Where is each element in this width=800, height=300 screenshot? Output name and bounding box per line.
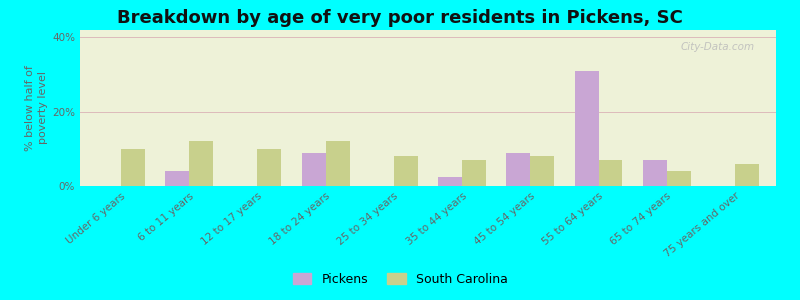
Bar — [506, 153, 530, 186]
Text: City-Data.com: City-Data.com — [681, 43, 755, 52]
Bar — [326, 141, 350, 186]
Bar — [643, 160, 667, 186]
Bar — [394, 156, 418, 186]
Text: Breakdown by age of very poor residents in Pickens, SC: Breakdown by age of very poor residents … — [117, 9, 683, 27]
Bar — [530, 156, 554, 186]
Bar — [735, 164, 759, 186]
Legend: Pickens, South Carolina: Pickens, South Carolina — [288, 268, 512, 291]
Bar — [438, 177, 462, 186]
Bar — [189, 141, 213, 186]
Bar — [302, 153, 326, 186]
Bar — [598, 160, 622, 186]
Bar — [121, 149, 145, 186]
Bar — [462, 160, 486, 186]
Bar — [574, 71, 598, 186]
Y-axis label: % below half of
poverty level: % below half of poverty level — [25, 65, 48, 151]
Bar — [258, 149, 282, 186]
Bar — [166, 171, 189, 186]
Bar — [667, 171, 690, 186]
